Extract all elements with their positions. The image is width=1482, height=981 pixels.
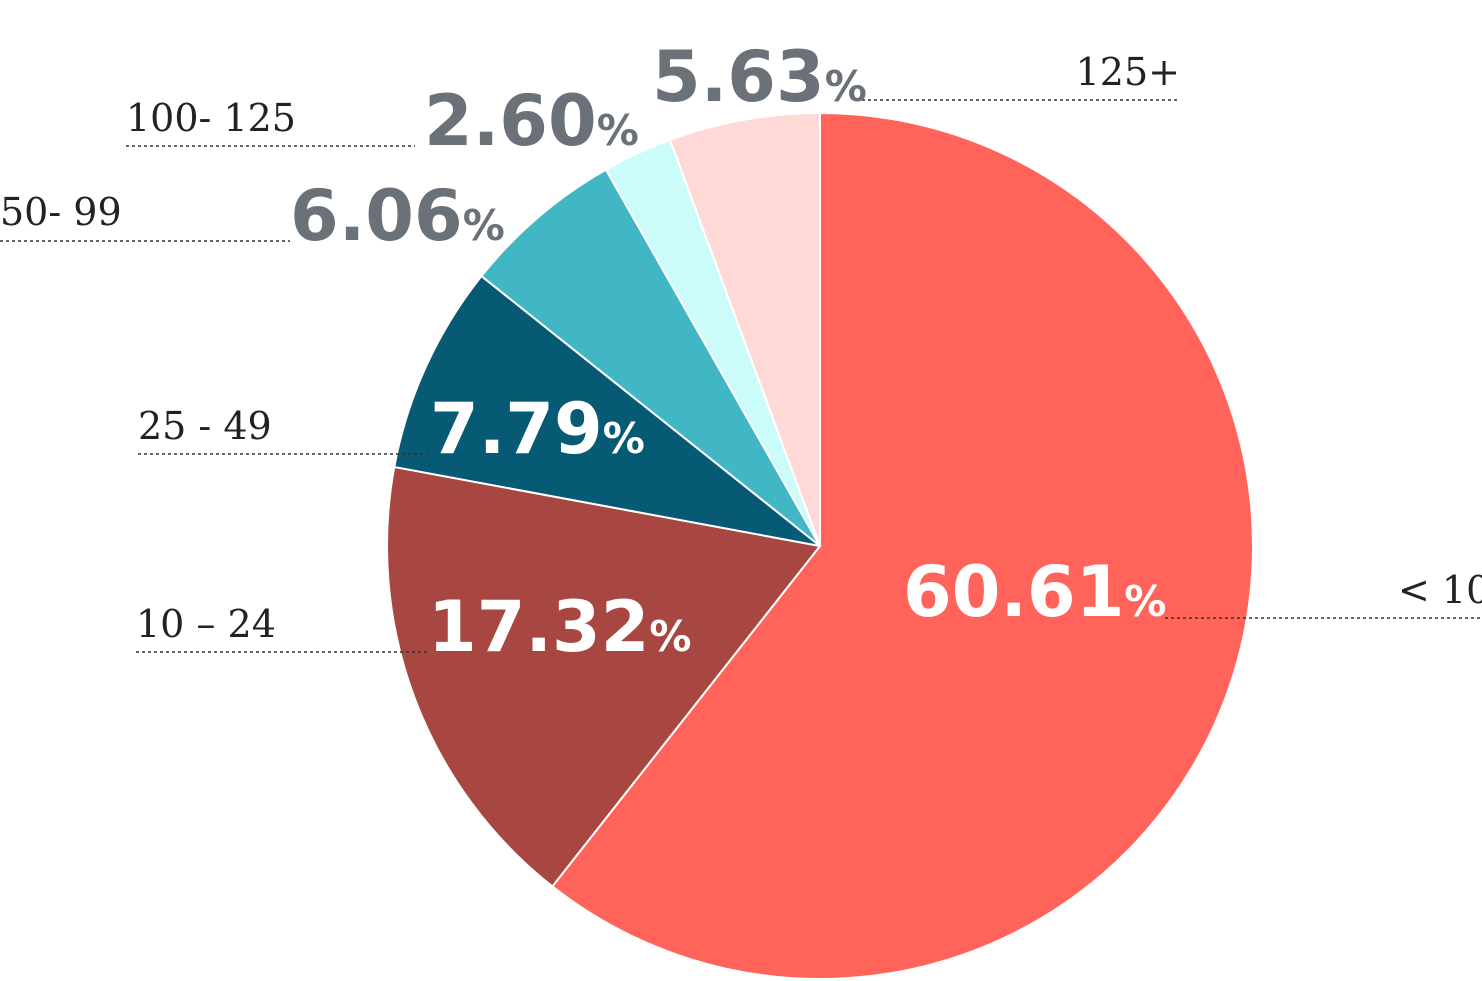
category-label-1: < 10 bbox=[1398, 568, 1482, 612]
pie-slice-4 bbox=[480, 168, 821, 547]
category-label-4: 50- 99 bbox=[0, 190, 122, 234]
value-label-5: 2.60% bbox=[424, 80, 639, 162]
value-unit-4: % bbox=[463, 201, 505, 250]
pie-slices bbox=[386, 111, 1254, 980]
value-unit-1: % bbox=[1124, 577, 1166, 626]
value-label-1: 60.61% bbox=[903, 551, 1167, 633]
pie-slice-1 bbox=[550, 111, 1254, 980]
value-number-3: 7.79 bbox=[430, 388, 603, 470]
pie-slice-2 bbox=[386, 465, 822, 888]
value-number-6: 5.63 bbox=[652, 36, 825, 118]
value-unit-5: % bbox=[597, 106, 639, 155]
value-label-2: 17.32% bbox=[428, 586, 692, 668]
value-number-4: 6.06 bbox=[290, 175, 463, 257]
value-number-5: 2.60 bbox=[424, 80, 597, 162]
value-label-6: 5.63% bbox=[652, 36, 867, 118]
value-label-4: 6.06% bbox=[290, 175, 505, 257]
leader-lines bbox=[0, 99, 1482, 653]
value-unit-6: % bbox=[825, 62, 867, 111]
category-label-6: 125+ bbox=[1076, 50, 1180, 94]
category-label-5: 100- 125 bbox=[126, 96, 296, 140]
value-label-3: 7.79% bbox=[430, 388, 645, 470]
category-label-3: 25 - 49 bbox=[138, 404, 272, 448]
pie-slice-6 bbox=[668, 111, 821, 547]
value-labels: 60.61%17.32%7.79%6.06%2.60%5.63% bbox=[290, 36, 1167, 668]
value-unit-3: % bbox=[603, 414, 645, 463]
value-number-1: 60.61 bbox=[903, 551, 1124, 633]
value-unit-2: % bbox=[649, 612, 691, 661]
category-label-2: 10 – 24 bbox=[136, 602, 276, 646]
value-number-2: 17.32 bbox=[428, 586, 649, 668]
category-labels: < 10 10 – 24 25 - 49 50- 99 100- 125 125+ bbox=[0, 50, 1482, 646]
